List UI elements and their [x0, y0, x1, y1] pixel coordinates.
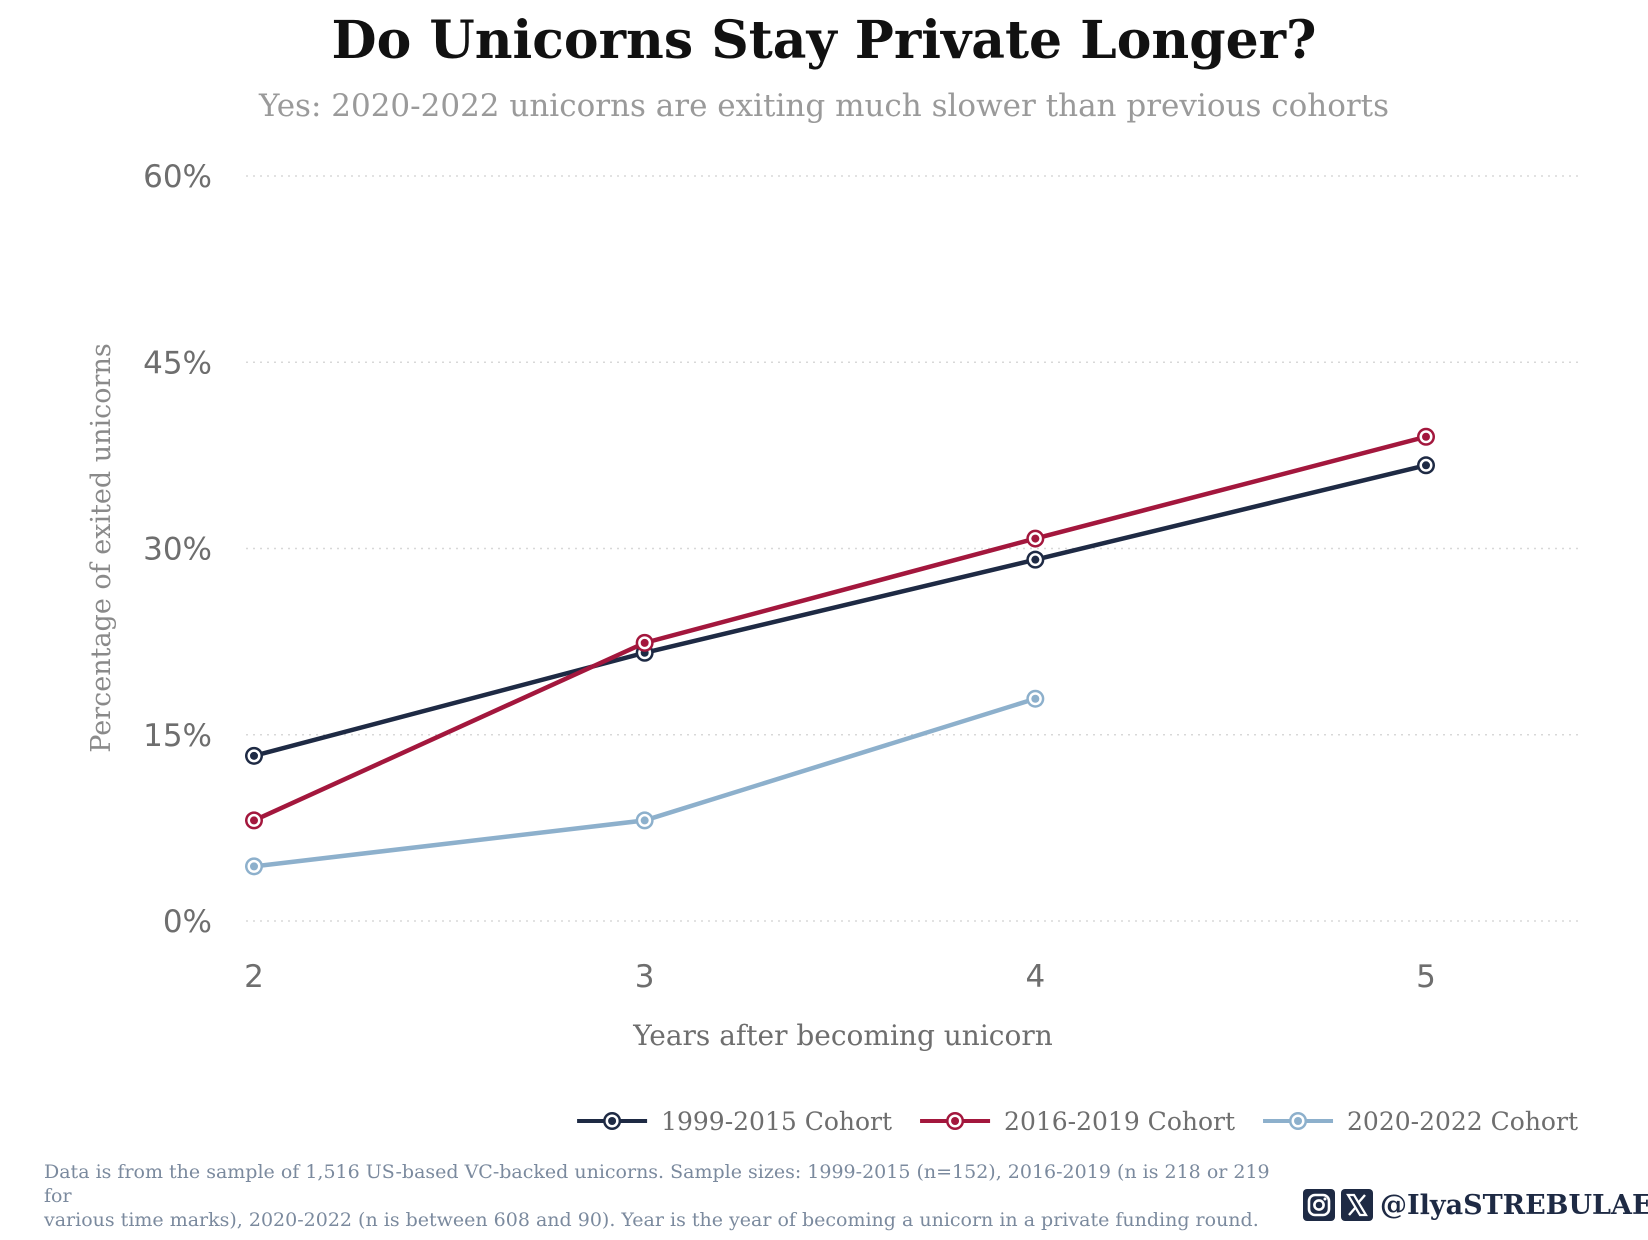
y-tick-label: 0%: [163, 904, 212, 940]
y-axis-ticks: 0% 15% 30% 45% 60%: [143, 159, 212, 940]
data-point[interactable]: [1026, 689, 1045, 708]
x-axis-ticks: 2 3 4 5: [244, 959, 1436, 995]
y-tick-label: 15%: [143, 718, 212, 754]
legend-label: 2016-2019 Cohort: [1004, 1107, 1235, 1136]
data-point[interactable]: [1417, 427, 1435, 446]
x-tick-label: 5: [1416, 959, 1436, 995]
x-axis-label: Years after becoming unicorn: [632, 1019, 1053, 1052]
author-handle[interactable]: @IlyaSTREBULAEV: [1380, 1189, 1648, 1221]
data-point[interactable]: [635, 633, 654, 652]
data-point[interactable]: [1026, 529, 1045, 548]
footnote-line-2: various time marks), 2020-2022 (n is bet…: [44, 1209, 1259, 1231]
chart-title: Do Unicorns Stay Private Longer?: [331, 10, 1317, 71]
data-point[interactable]: [1026, 550, 1045, 569]
y-tick-label: 60%: [143, 159, 212, 195]
series-2: [245, 427, 1435, 830]
instagram-icon[interactable]: [1302, 1188, 1336, 1222]
data-point[interactable]: [245, 746, 263, 765]
x-icon[interactable]: [1340, 1188, 1374, 1222]
x-tick-label: 3: [635, 959, 655, 995]
data-point[interactable]: [245, 857, 263, 876]
footnote-line-1: Data is from the sample of 1,516 US-base…: [44, 1161, 1270, 1207]
data-point[interactable]: [245, 811, 263, 830]
series-1: [245, 456, 1435, 765]
legend-label: 2020-2022 Cohort: [1347, 1107, 1578, 1136]
y-axis-label: Percentage of exited unicorns: [86, 343, 117, 752]
series-3: [245, 689, 1045, 876]
chart-subtitle: Yes: 2020-2022 unicorns are exiting much…: [258, 88, 1390, 124]
legend-item[interactable]: 2020-2022 Cohort: [1263, 1107, 1578, 1136]
legend-label: 1999-2015 Cohort: [661, 1107, 892, 1136]
data-point[interactable]: [635, 811, 654, 830]
legend-item[interactable]: 2016-2019 Cohort: [920, 1107, 1235, 1136]
series-line: [251, 463, 1429, 759]
x-tick-label: 2: [244, 959, 264, 995]
y-tick-label: 30%: [143, 532, 212, 568]
y-tick-label: 45%: [143, 345, 212, 381]
data-point[interactable]: [1417, 456, 1435, 475]
branding: @IlyaSTREBULAEV: [1302, 1186, 1648, 1224]
x-tick-label: 4: [1025, 959, 1045, 995]
legend: 1999-2015 Cohort 2016-2019 Cohort 2020-202…: [577, 1107, 1578, 1136]
series-line: [251, 434, 1429, 823]
gridlines: [246, 175, 1580, 922]
footnote: Data is from the sample of 1,516 US-base…: [44, 1160, 1274, 1232]
series-lines: [245, 427, 1435, 876]
legend-item[interactable]: 1999-2015 Cohort: [577, 1107, 892, 1136]
